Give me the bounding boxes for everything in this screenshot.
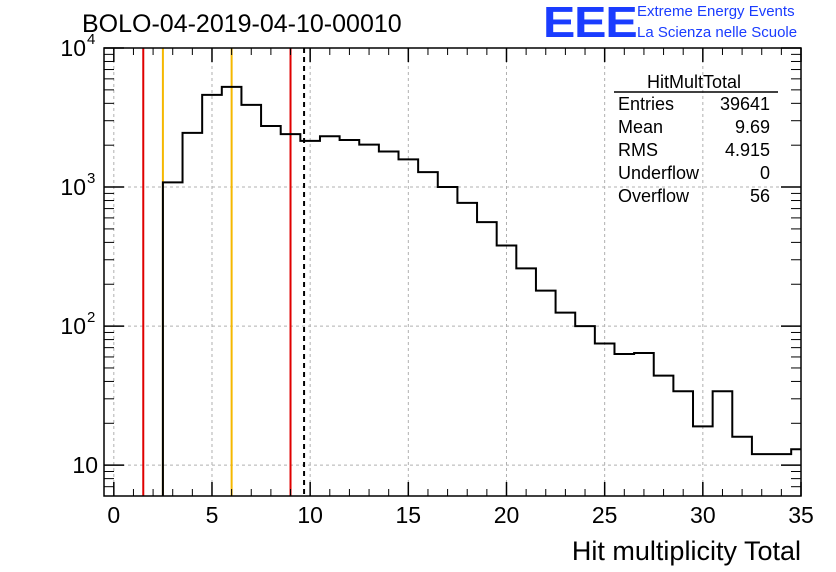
- stats-row-value: 39641: [720, 94, 770, 114]
- y-tick-label: 10: [60, 174, 86, 200]
- stats-row-key: RMS: [618, 140, 658, 160]
- y-tick-label: 10: [72, 452, 98, 478]
- y-tick-exponent: 2: [87, 309, 95, 326]
- chart-title: BOLO-04-2019-04-10-00010: [82, 10, 402, 38]
- stats-row-value: 9.69: [735, 117, 770, 137]
- x-tick-label: 0: [107, 502, 120, 528]
- marker-lines: [142, 48, 306, 496]
- stats-row-value: 0: [760, 163, 770, 183]
- x-tick-label: 25: [592, 502, 618, 528]
- x-tick-label: 15: [396, 502, 422, 528]
- plot-frame: [103, 47, 802, 497]
- histogram-outline: [161, 85, 801, 496]
- y-tick-exponent: 3: [87, 170, 95, 187]
- x-tick-label: 35: [788, 502, 814, 528]
- x-tick-label: 20: [494, 502, 520, 528]
- stats-row-value: 56: [750, 186, 770, 206]
- x-tick-label: 30: [690, 502, 716, 528]
- y-tick-exponent: 4: [87, 31, 95, 48]
- stats-row-key: Mean: [618, 117, 663, 137]
- eee-logo-mark: EEE: [543, 0, 638, 47]
- logo-text-line2: La Scienza nelle Scuole: [637, 24, 798, 41]
- x-axis-label: Hit multiplicity Total: [572, 536, 801, 566]
- stats-row-key: Underflow: [618, 163, 700, 183]
- x-tick-label: 10: [297, 502, 323, 528]
- axis-ticks: [104, 47, 802, 497]
- y-tick-label: 10: [60, 313, 86, 339]
- stats-row-key: Entries: [618, 94, 674, 114]
- stats-box-name: HitMultTotal: [647, 72, 741, 92]
- y-tick-label: 10: [60, 35, 86, 61]
- x-tick-label: 5: [206, 502, 219, 528]
- stats-row-value: 4.915: [725, 140, 770, 160]
- logo-text-line1: Extreme Energy Events: [637, 3, 795, 20]
- grid-layer: [104, 48, 802, 496]
- stats-row-key: Overflow: [618, 186, 690, 206]
